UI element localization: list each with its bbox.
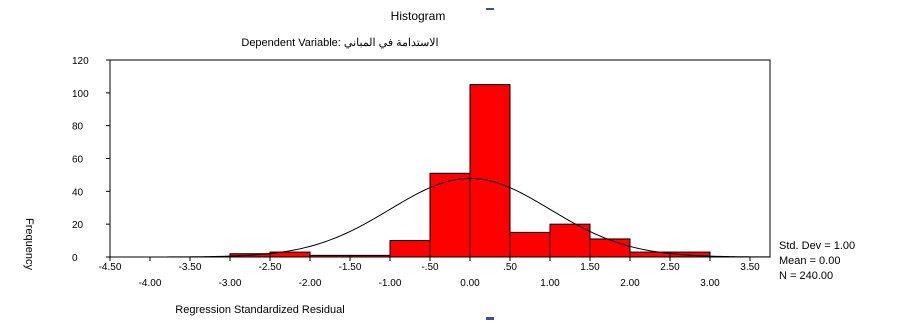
stat-n: N = 240.00	[779, 270, 833, 282]
xlabel-marker	[486, 317, 494, 320]
stat-std-dev: Std. Dev = 1.00	[779, 240, 855, 252]
histogram-bar	[389, 240, 431, 258]
y-tick-label: 80	[72, 122, 84, 133]
x-tick-label: -3.50	[179, 262, 202, 273]
x-tick-label: -.50	[421, 262, 439, 273]
x-tick-label: -4.50	[99, 262, 122, 273]
chart-subtitle: Dependent Variable: الاستدامة في المباني	[241, 37, 438, 49]
x-axis: -4.50 -3.50 -2.50 -1.50 -.50 .50 1.50 2.50 3.50 -…	[99, 257, 760, 289]
x-tick-label: 3.50	[740, 262, 760, 273]
chart-title: Histogram	[391, 9, 446, 23]
y-tick-label: 60	[72, 155, 84, 166]
x-tick-label: 0.00	[460, 278, 480, 289]
x-tick-label: -1.50	[339, 262, 362, 273]
x-tick-label: -3.00	[219, 278, 242, 289]
y-tick-label: 0	[72, 253, 78, 264]
y-axis-label: Frequency	[23, 218, 35, 270]
y-tick-label: 100	[72, 89, 89, 100]
normal-curve	[110, 177, 771, 258]
y-tick-label: 120	[72, 56, 89, 67]
histogram-bar	[509, 231, 551, 258]
x-tick-label: .50	[503, 262, 517, 273]
x-tick-label: 2.50	[660, 262, 680, 273]
x-axis-label: Regression Standardized Residual	[175, 304, 344, 316]
plot-area	[109, 59, 771, 258]
y-axis: 0 20 40 60 80 100 120	[72, 56, 110, 264]
histogram-bar	[309, 254, 351, 258]
histogram-bar	[549, 223, 591, 258]
histogram-bar	[669, 251, 711, 258]
x-tick-label: -2.50	[259, 262, 282, 273]
x-tick-label: -4.00	[139, 278, 162, 289]
histogram-bar	[469, 84, 511, 258]
stat-mean: Mean = 0.00	[779, 255, 840, 267]
histogram-bar	[429, 172, 471, 258]
x-tick-label: 2.00	[620, 278, 640, 289]
histogram-bar	[269, 251, 311, 258]
y-tick-label: 40	[72, 187, 84, 198]
x-tick-label: 3.00	[700, 278, 720, 289]
title-marker	[486, 8, 494, 10]
y-tick-label: 20	[72, 220, 84, 231]
histogram-bar	[589, 238, 631, 258]
x-tick-label: 1.50	[580, 262, 600, 273]
x-tick-label: -1.00	[379, 278, 402, 289]
x-tick-label: -2.00	[299, 278, 322, 289]
histogram-bar	[349, 254, 391, 258]
x-tick-label: 1.00	[540, 278, 560, 289]
